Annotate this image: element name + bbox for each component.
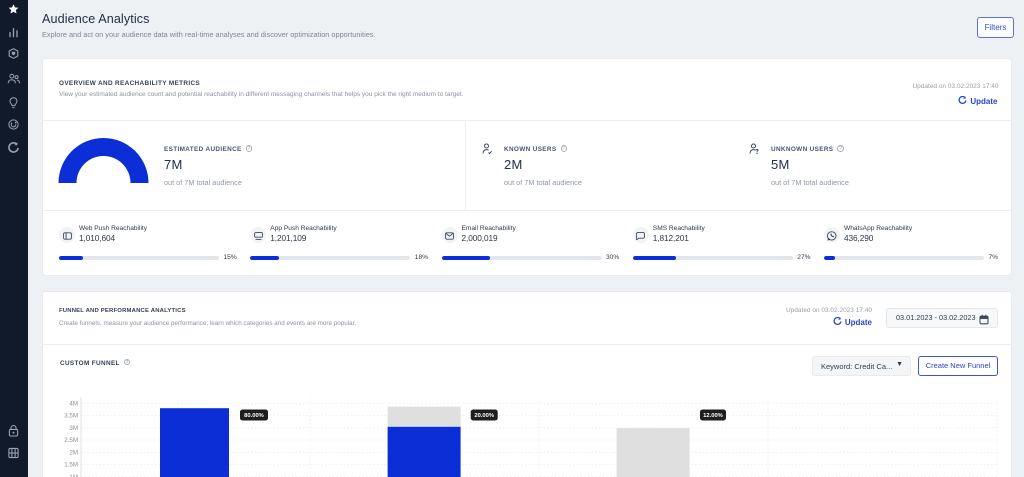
svg-text:2.5M: 2.5M [64,437,78,444]
svg-text:20.00%: 20.00% [474,413,494,419]
svg-text:2M: 2M [69,450,78,457]
svg-text:4M: 4M [69,401,78,408]
svg-text:1M: 1M [69,474,78,477]
svg-text:80.00%: 80.00% [244,413,264,419]
svg-text:3M: 3M [69,425,78,432]
svg-text:1.5M: 1.5M [64,462,78,469]
svg-text:3.5M: 3.5M [64,413,78,420]
svg-text:12.00%: 12.00% [703,413,723,419]
